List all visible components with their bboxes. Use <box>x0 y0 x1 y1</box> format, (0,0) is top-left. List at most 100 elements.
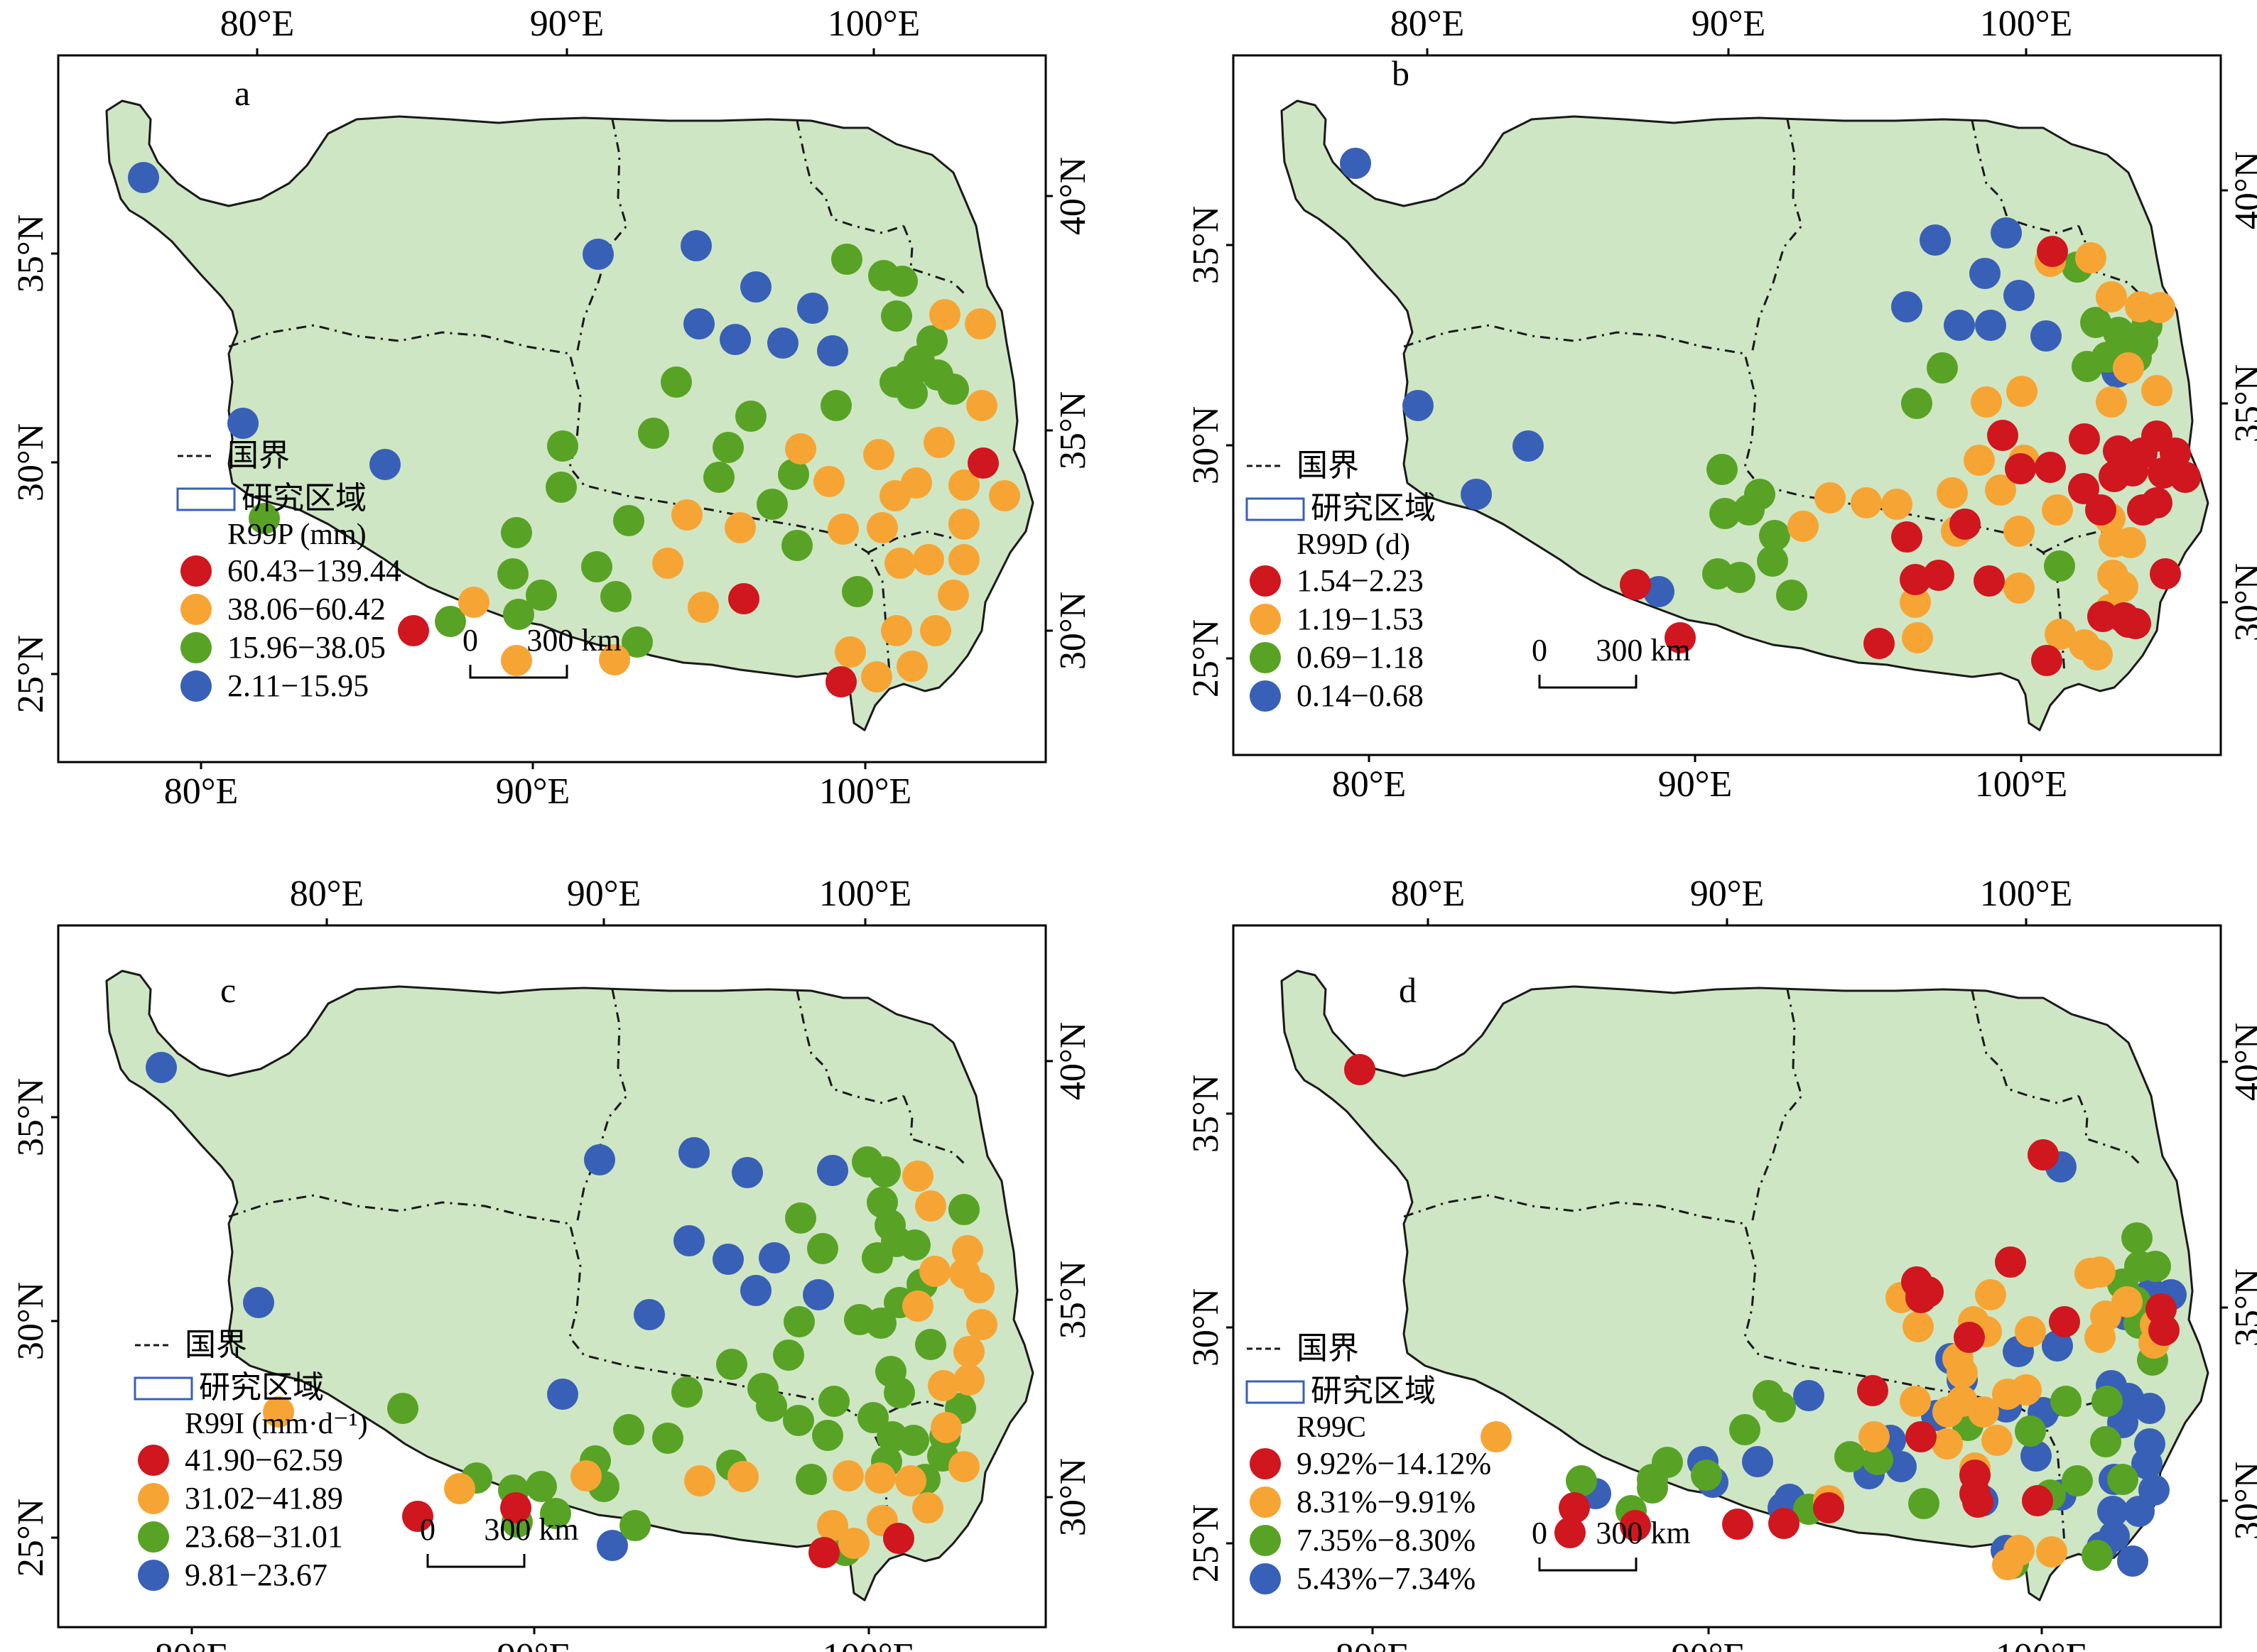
station-class-3-dot <box>2140 1251 2171 1282</box>
station-class-4-dot <box>817 1155 848 1186</box>
station-class-1-dot <box>2022 1485 2053 1516</box>
station-class-2-dot <box>938 580 969 611</box>
station-class-4-dot <box>713 1244 744 1275</box>
station-class-2-dot <box>501 645 532 676</box>
right-tick-label: 35°N <box>1053 1261 1093 1339</box>
station-class-3-dot <box>881 300 912 332</box>
station-class-2-dot <box>458 587 489 618</box>
station-class-1-dot <box>2141 487 2172 518</box>
legend-swatch <box>180 632 212 663</box>
scale-distance-label: 300 km <box>1596 633 1690 668</box>
station-class-3-dot <box>796 1464 827 1495</box>
station-class-3-dot <box>831 244 862 275</box>
station-class-4-dot <box>683 308 715 339</box>
legend-title: R99D (d) <box>1297 528 1410 561</box>
station-class-3-dot <box>435 606 466 637</box>
station-class-3-dot <box>2091 1386 2123 1417</box>
station-class-2-dot <box>895 1465 926 1496</box>
station-class-4-dot <box>2131 1448 2163 1479</box>
station-class-2-dot <box>1975 1279 2006 1310</box>
station-class-2-dot <box>902 1290 933 1322</box>
station-class-4-dot <box>732 1157 763 1188</box>
scale-distance-label: 300 km <box>484 1512 578 1547</box>
station-class-2-dot <box>861 661 892 692</box>
station-class-4-dot <box>1461 479 1492 510</box>
station-class-3-dot <box>884 1377 915 1408</box>
station-class-3-dot <box>821 390 852 421</box>
station-class-2-dot <box>1787 511 1819 542</box>
province-border <box>796 990 904 1104</box>
station-class-3-dot <box>581 551 612 582</box>
station-class-3-dot <box>1566 1465 1597 1496</box>
left-tick-label: 30°N <box>1186 406 1226 484</box>
scale-zero-label: 0 <box>420 1512 435 1547</box>
station-class-4-dot <box>817 335 848 366</box>
legend-swatch <box>1250 680 1281 712</box>
left-tick-label: 30°N <box>11 1282 51 1360</box>
left-tick-label: 30°N <box>11 423 51 501</box>
station-class-3-dot <box>1908 1488 1939 1519</box>
station-class-2-dot <box>444 1473 475 1504</box>
station-class-1-dot <box>2049 1306 2080 1337</box>
station-class-3-dot <box>783 1405 814 1436</box>
left-tick-label: 25°N <box>11 635 51 713</box>
station-class-2-dot <box>884 548 916 579</box>
station-class-3-dot <box>842 576 873 607</box>
legend-swatch <box>1250 1563 1281 1594</box>
legend-class-label: 41.90−62.59 <box>185 1442 343 1477</box>
left-tick-label: 35°N <box>11 214 51 293</box>
station-class-4-dot <box>1793 1380 1824 1411</box>
province-border <box>2077 1095 2144 1168</box>
station-class-4-dot <box>547 1379 578 1410</box>
station-class-1-dot <box>1954 1322 1985 1353</box>
station-class-3-dot <box>915 1329 946 1360</box>
right-tick-label: 30°N <box>1053 592 1093 670</box>
station-class-1-dot <box>2160 438 2191 469</box>
right-tick-label: 35°N <box>1053 391 1093 469</box>
station-class-4-dot <box>243 1287 274 1318</box>
station-class-4-dot <box>2020 1440 2052 1472</box>
station-class-2-dot <box>2075 242 2106 273</box>
station-class-4-dot <box>1920 224 1951 256</box>
station-class-2-dot <box>2003 572 2035 604</box>
station-class-1-dot <box>1559 1492 1590 1523</box>
map-canvas: 80°E 90°E 100°E 80°E 90°E 100°E 35°N 30°N 25°N 40… <box>11 4 1093 812</box>
station-class-2-dot <box>1971 386 2002 418</box>
plateau-group <box>1280 969 2209 1602</box>
station-class-2-dot <box>1902 622 1933 653</box>
bottom-tick-label: 90°E <box>496 771 570 812</box>
station-class-2-dot <box>2036 1536 2067 1567</box>
station-class-2-dot <box>865 1462 896 1494</box>
station-class-2-dot <box>1814 482 1846 513</box>
station-class-2-dot <box>963 1272 995 1303</box>
legend-class-label: 23.68−31.01 <box>185 1519 343 1554</box>
station-class-2-dot <box>1881 489 1912 520</box>
station-class-3-dot <box>1757 545 1788 577</box>
right-tick-label: 35°N <box>2228 364 2257 442</box>
scale-distance-label: 300 km <box>526 623 621 658</box>
station-class-1-dot <box>2120 608 2151 639</box>
station-class-1-dot <box>1949 509 1981 540</box>
station-class-2-dot <box>2096 386 2127 418</box>
right-tick-label: 40°N <box>2228 1023 2257 1101</box>
station-class-2-dot <box>2006 376 2037 407</box>
station-class-2-dot <box>948 509 980 540</box>
station-class-3-dot <box>862 1242 893 1273</box>
station-class-2-dot <box>948 544 980 575</box>
station-class-2-dot <box>2107 571 2138 602</box>
station-class-3-dot <box>735 401 767 432</box>
station-class-3-dot <box>857 1402 889 1433</box>
station-class-2-dot <box>966 390 997 421</box>
station-class-2-dot <box>2042 494 2073 526</box>
legend-study-area-box <box>1245 497 1305 521</box>
map-canvas: 80°E 90°E 100°E 80°E 90°E 100°E 35°N 30°N 25°N 40… <box>1186 4 2257 805</box>
legend-swatch <box>1250 1487 1281 1518</box>
station-class-2-dot <box>2144 292 2175 323</box>
province-border <box>1403 1194 2066 1544</box>
scale-distance-label: 300 km <box>1596 1516 1690 1550</box>
legend-class-label: 38.06−60.42 <box>227 592 386 626</box>
station-class-4-dot <box>740 271 772 303</box>
station-class-3-dot <box>1834 1441 1866 1472</box>
station-class-4-dot <box>1969 258 2001 289</box>
